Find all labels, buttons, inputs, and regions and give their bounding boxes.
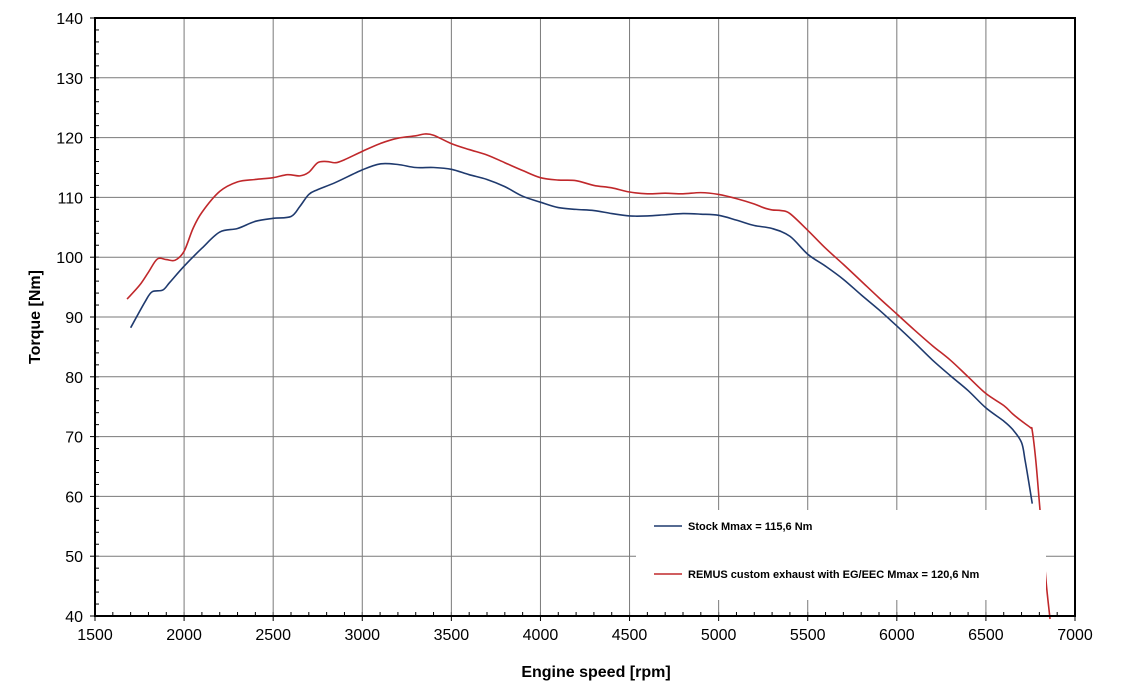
legend: Stock Mmax = 115,6 Nm REMUS custom exhau… xyxy=(636,510,1046,600)
tick-label-layer: 1500 2000 2500 3000 3500 4000 4500 5000 5500 6000… xyxy=(56,11,1093,644)
x-tick-label: 7000 xyxy=(1057,627,1093,644)
y-axis-label: Torque [Nm] xyxy=(27,270,44,364)
y-tick-label: 50 xyxy=(65,549,83,566)
y-tick-label: 90 xyxy=(65,310,83,327)
x-tick-label: 5500 xyxy=(790,627,826,644)
series-layer xyxy=(126,133,1051,620)
x-tick-label: 1500 xyxy=(77,627,113,644)
y-tick-label: 40 xyxy=(65,609,83,626)
legend-label-remus: REMUS custom exhaust with EG/EEC Mmax = … xyxy=(688,569,979,581)
x-tick-label: 6000 xyxy=(879,627,915,644)
x-tick-label: 3000 xyxy=(344,627,380,644)
x-tick-label: 3500 xyxy=(434,627,470,644)
x-tick-label: 4500 xyxy=(612,627,648,644)
legend-label-stock: Stock Mmax = 115,6 Nm xyxy=(688,521,813,533)
y-tick-label: 70 xyxy=(65,430,83,447)
y-tick-label: 80 xyxy=(65,370,83,387)
legend-box xyxy=(636,510,1046,600)
x-tick-label: 6500 xyxy=(968,627,1004,644)
x-tick-label: 5000 xyxy=(701,627,737,644)
x-tick-label: 2000 xyxy=(166,627,202,644)
x-tick-label: 2500 xyxy=(255,627,291,644)
y-tick-label: 140 xyxy=(56,11,83,28)
y-tick-label: 100 xyxy=(56,250,83,267)
series-line-remus xyxy=(126,133,1051,620)
y-tick-label: 60 xyxy=(65,489,83,506)
series-line-stock xyxy=(129,162,1034,504)
y-tick-label: 130 xyxy=(56,71,83,88)
x-tick-label: 4000 xyxy=(523,627,559,644)
y-tick-label: 120 xyxy=(56,131,83,148)
gridline-layer xyxy=(95,18,1075,616)
y-tick-label: 110 xyxy=(57,190,83,207)
x-axis-label: Engine speed [rpm] xyxy=(521,664,670,681)
